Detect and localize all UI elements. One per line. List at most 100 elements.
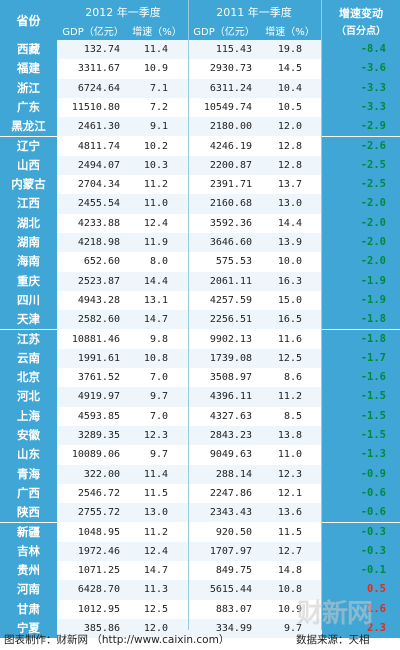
growth-change-cell: -1.3 [322,445,400,465]
province-cell: 广西 [0,483,57,504]
gdp-2011-cell: 849.75 [215,565,252,577]
table-row: 四川 4943.28 13.1 4257.59 15.0 -1.9 [0,290,400,311]
growth-change-cell: -2.0 [322,252,400,272]
change-header-line1: 增速变动 [339,7,383,20]
province-cell: 重庆 [0,271,57,291]
gdp-2012-cell: 11510.80 [71,101,120,113]
growth-2012-cell: 7.0 [149,410,168,422]
table-row: 上海 4593.85 7.0 4327.63 8.5 -1.5 [0,406,400,426]
growth-2012-cell: 11.9 [143,237,168,248]
growth-2011-cell: 9.7 [283,623,302,634]
growth-2012-cell: 11.4 [143,468,168,480]
growth-2012-cell: 9.1 [149,121,168,133]
gdp-2011-cell: 6311.24 [209,82,252,94]
gdp-2012-cell: 1048.95 [77,526,120,538]
growth-2011-cell: 13.0 [277,198,302,210]
growth-2011-cell: 8.6 [283,372,302,384]
table-row: 新疆 1048.95 11.2 920.50 11.5 -0.3 [0,522,400,542]
table-row: 广西 2546.72 11.5 2247.86 12.1 -0.6 [0,483,400,504]
growth-2012-cell: 14.4 [143,275,168,287]
growth-2011-cell: 11.6 [277,333,302,345]
table-row: 安徽 3289.35 12.3 2843.23 13.8 -1.5 [0,426,400,446]
growth-2011-cell: 13.7 [277,179,302,191]
growth-2012-cell: 12.5 [143,603,168,615]
growth-2012-cell: 7.2 [149,101,168,113]
table-row: 山东 10089.06 9.7 9049.63 11.0 -1.3 [0,445,400,465]
gdp-2012-cell: 4943.28 [77,294,120,306]
table-row: 陕西 2755.72 13.0 2343.43 13.6 -0.6 [0,503,400,523]
province-cell: 北京 [0,368,57,388]
gdp-2012-cell: 1972.46 [77,545,120,557]
table-row: 福建 3311.67 10.9 2930.73 14.5 -3.6 [0,59,400,79]
growth-2012-header: 增速（%） [132,27,182,38]
column-divider [321,0,322,630]
growth-2011-cell: 12.0 [277,121,302,133]
growth-change-cell: 1.6 [322,599,400,619]
growth-2012-cell: 10.2 [143,140,168,152]
growth-change-cell: -1.5 [322,426,400,446]
growth-2011-header: 增速（%） [265,27,315,38]
growth-2012-cell: 13.1 [143,294,168,306]
gdp-2012-cell: 4811.74 [77,140,120,152]
growth-change-cell: -2.0 [322,194,400,214]
province-cell: 山东 [0,445,57,465]
growth-2012-cell: 11.4 [143,44,168,55]
gdp-2012-cell: 1071.25 [77,565,120,577]
province-cell: 贵州 [0,561,57,581]
watermark-logo: 财新网 [296,599,373,629]
gdp-2012-header: GDP（亿元） [62,27,124,38]
table-row: 广东 11510.80 7.2 10549.74 10.5 -3.3 [0,97,400,118]
gdp-2011-cell: 2256.51 [209,314,252,326]
growth-2011-cell: 16.3 [277,275,302,287]
gdp-2012-cell: 132.74 [83,44,120,55]
gdp-2012-cell: 2523.87 [77,275,120,287]
table-row: 河南 6428.70 11.3 5615.44 10.8 0.5 [0,580,400,600]
growth-2012-cell: 14.7 [143,565,168,577]
gdp-2012-cell: 652.60 [83,256,120,268]
table-header: 省份 2012 年一季度 2011 年一季度 GDP（亿元） 增速（%） GDP… [0,0,400,40]
gdp-2011-cell: 115.43 [215,44,252,55]
table-row: 西藏 132.74 11.4 115.43 19.8 -8.4 [0,40,400,60]
growth-change-cell: -0.3 [322,522,400,542]
table-row: 浙江 6724.64 7.1 6311.24 10.4 -3.3 [0,78,400,98]
growth-2012-cell: 9.7 [149,449,168,461]
table-row: 青海 322.00 11.4 288.14 12.3 -0.9 [0,464,400,484]
growth-2011-cell: 13.6 [277,507,302,519]
gdp-2011-cell: 1739.08 [209,352,252,364]
province-cell: 河北 [0,387,57,407]
province-cell: 湖北 [0,213,57,233]
year-2012-header: 2012 年一季度 [85,6,161,19]
province-cell: 广东 [0,97,57,118]
growth-change-cell: -0.3 [322,541,400,562]
gdp-2012-cell: 2455.54 [77,198,120,210]
gdp-2011-cell: 3508.97 [209,372,252,384]
growth-2012-cell: 7.1 [149,82,168,94]
growth-2012-cell: 12.3 [143,430,168,441]
province-cell: 海南 [0,252,57,272]
growth-2011-cell: 12.8 [277,159,302,171]
province-cell: 黑龙江 [0,117,57,137]
growth-change-cell: 0.5 [322,580,400,600]
chart-credit: 图表制作：财新网 （http://www.caixin.com） [4,634,230,646]
province-cell: 辽宁 [0,136,57,156]
growth-change-cell: -2.9 [322,117,400,137]
growth-change-cell: -3.6 [322,59,400,79]
gdp-2011-cell: 4327.63 [209,410,252,422]
gdp-2012-cell: 2582.60 [77,314,120,326]
growth-2012-cell: 7.0 [149,372,168,384]
growth-2011-cell: 14.8 [277,565,302,577]
table-row: 天津 2582.60 14.7 2256.51 16.5 -1.8 [0,310,400,330]
gdp-2011-cell: 10549.74 [203,101,252,113]
gdp-2011-cell: 2247.86 [209,487,252,499]
province-cell: 河南 [0,580,57,600]
growth-2012-cell: 13.0 [143,507,168,519]
gdp-2012-cell: 1991.61 [77,352,120,364]
gdp-2012-cell: 1012.95 [77,603,120,615]
growth-2012-cell: 12.0 [143,623,168,634]
table-row: 云南 1991.61 10.8 1739.08 12.5 -1.7 [0,348,400,369]
growth-change-cell: -0.6 [322,503,400,523]
gdp-2011-cell: 3592.36 [209,217,252,229]
gdp-2012-cell: 6428.70 [77,584,120,596]
gdp-2012-cell: 3289.35 [77,430,120,441]
province-cell: 安徽 [0,426,57,446]
